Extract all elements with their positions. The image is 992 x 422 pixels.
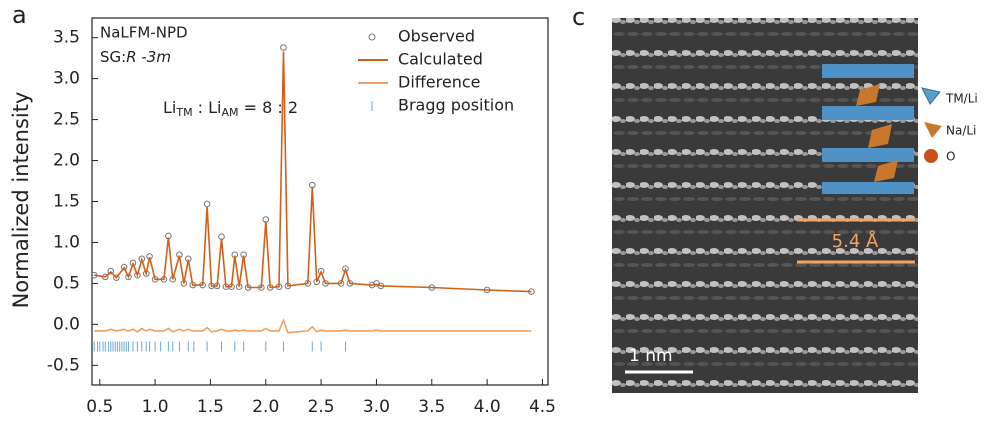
na-prism xyxy=(868,124,892,148)
observed-point xyxy=(113,274,120,281)
ratio-part: = 8 : 2 xyxy=(239,98,299,117)
tm-layer xyxy=(822,182,914,194)
observed-point xyxy=(280,44,287,51)
ratio-part: AM xyxy=(222,106,239,119)
x-tick-label: 2.0 xyxy=(252,397,279,417)
legend-label: Bragg position xyxy=(398,96,514,115)
y-tick-label: 2.0 xyxy=(53,151,80,171)
legend-label: Na/Li xyxy=(946,124,976,138)
x-tick-label: 4.0 xyxy=(474,397,501,417)
y-tick-label: 2.5 xyxy=(53,110,80,130)
panel-label: a xyxy=(12,1,27,29)
x-tick-label: 3.5 xyxy=(418,397,445,417)
na-icon xyxy=(924,122,942,138)
panel-label: c xyxy=(572,3,585,31)
x-tick-label: 0.5 xyxy=(86,397,113,417)
ratio-part: Li xyxy=(163,98,176,117)
scale-bar-label: 1 nm xyxy=(629,346,673,366)
y-tick-label: -0.5 xyxy=(47,355,80,375)
y-tick-label: 0.5 xyxy=(53,273,80,293)
hrtem-image xyxy=(612,18,918,393)
tm-layer xyxy=(822,148,914,162)
legend-marker xyxy=(368,33,376,41)
o-icon xyxy=(924,149,938,163)
legend-label: O xyxy=(946,150,955,164)
tm-layer xyxy=(822,64,914,78)
space-group-prefix: SG: xyxy=(100,48,126,66)
series-line xyxy=(94,318,532,334)
y-tick-label: 3.0 xyxy=(53,69,80,89)
sample-name: NaLFM-NPD xyxy=(100,24,188,42)
tm-icon xyxy=(921,87,941,105)
structure-inset xyxy=(822,64,914,194)
x-tick-label: 3.0 xyxy=(363,397,390,417)
y-tick-label: 1.5 xyxy=(53,192,80,212)
legend-label: TM/Li xyxy=(945,92,978,106)
spacing-label: 5.4 Å xyxy=(832,230,879,252)
plot-area: -0.5 0.0 0.5 1.0 1.5 2.0 2.5 3.0 3.5 0.5 1.0 1.5 2.0… xyxy=(47,27,556,418)
x-tick-label: 1.5 xyxy=(197,397,224,417)
x-tick-label: 1.0 xyxy=(142,397,169,417)
ratio-part: : Li xyxy=(193,98,222,117)
legend-label: Difference xyxy=(398,73,480,92)
y-axis-label: Normalized intensity xyxy=(9,92,33,309)
space-group: SG:R -3m xyxy=(100,48,171,66)
series-line xyxy=(94,51,532,293)
ratio-annotation: LiTM : LiAM = 8 : 2 xyxy=(163,98,298,120)
na-prism xyxy=(874,160,898,182)
observed-point xyxy=(125,273,132,281)
observed-point xyxy=(107,267,115,275)
ratio-part: TM xyxy=(175,106,192,119)
legend-label: Observed xyxy=(398,27,475,46)
y-tick-label: 3.5 xyxy=(53,28,80,48)
na-prism xyxy=(856,84,880,106)
observed-point xyxy=(120,263,128,271)
x-tick-label: 4.5 xyxy=(529,397,556,417)
y-tick-label: 1.0 xyxy=(53,232,80,252)
tm-layer xyxy=(822,106,914,120)
space-group-value: R -3m xyxy=(126,48,171,66)
y-tick-label: 0.0 xyxy=(53,314,80,334)
x-tick-label: 2.5 xyxy=(308,397,335,417)
legend-label: Calculated xyxy=(398,50,483,69)
observed-point xyxy=(203,200,211,208)
